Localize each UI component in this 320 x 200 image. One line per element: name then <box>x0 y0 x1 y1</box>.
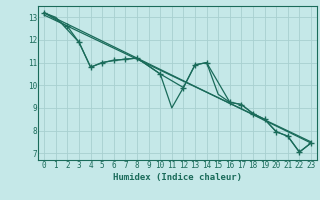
X-axis label: Humidex (Indice chaleur): Humidex (Indice chaleur) <box>113 173 242 182</box>
